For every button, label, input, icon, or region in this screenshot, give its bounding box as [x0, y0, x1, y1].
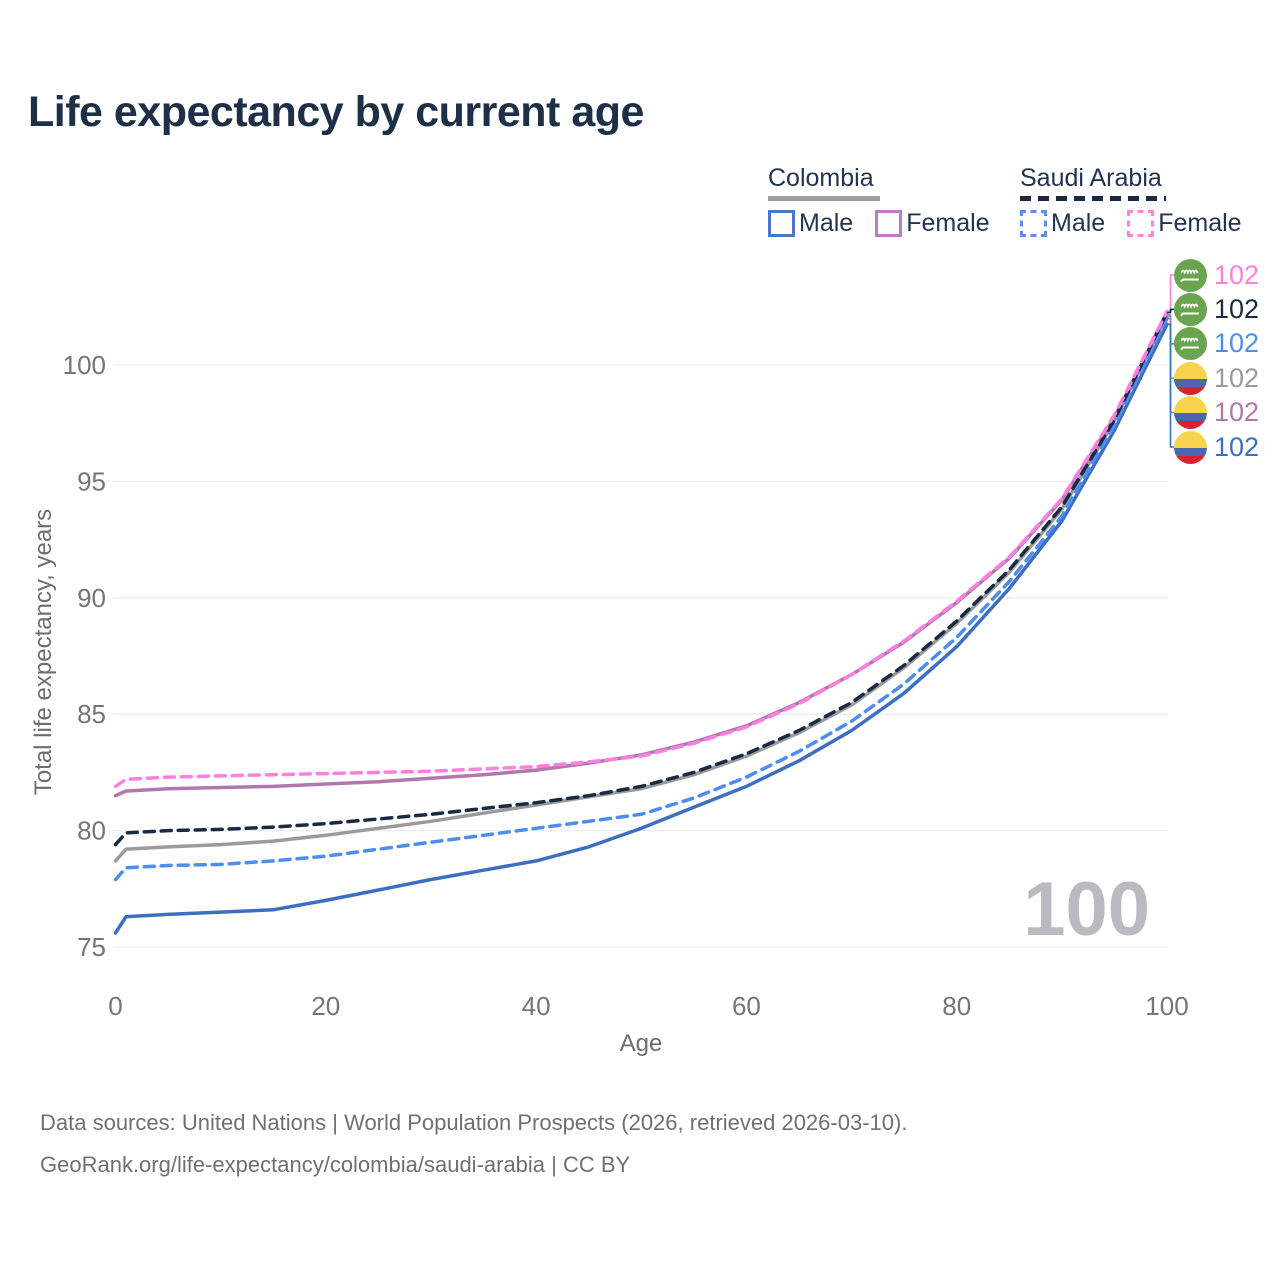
legend-group-colombia: Colombia Male Female	[768, 163, 990, 238]
end-label-colombia-female[interactable]: 102	[1174, 396, 1260, 430]
end-label-value: 102	[1214, 431, 1260, 462]
legend-item-label: Male	[799, 209, 854, 237]
end-label-saudi-female[interactable]: 102	[1174, 258, 1260, 292]
end-label-value: 102	[1214, 328, 1260, 359]
series-line-saudi-female[interactable]	[113, 309, 1169, 789]
end-label-value: 102	[1214, 397, 1260, 428]
end-label-colombia-male[interactable]: 102	[1174, 430, 1260, 464]
colombia-female-swatch-icon	[875, 210, 903, 237]
x-tick-label: 100	[1145, 991, 1188, 1021]
legend-item-colombia-male[interactable]: Male	[768, 209, 853, 238]
legend-underline-saudi-arabia	[1020, 196, 1166, 201]
y-tick-label: 75	[77, 932, 106, 962]
legend-item-saudi-male[interactable]: Male	[1020, 209, 1105, 238]
y-axis-title: Total life expectancy, years	[30, 508, 57, 796]
x-tick-label: 40	[522, 991, 551, 1021]
end-label-colombia-both[interactable]: 102	[1174, 361, 1260, 395]
end-label-value: 102	[1214, 259, 1260, 290]
end-label-saudi-male[interactable]: 102	[1174, 327, 1260, 361]
attribution-link[interactable]: GeoRank.org/life-expectancy/colombia/sau…	[40, 1152, 631, 1177]
legend-item-label: Male	[1051, 209, 1106, 237]
age-counter-watermark: 100	[1023, 867, 1150, 952]
legend: Colombia Male Female Saudi Arabia Male	[0, 163, 1280, 238]
x-tick-label: 20	[311, 991, 340, 1021]
x-tick-label: 60	[732, 991, 761, 1021]
legend-item-label: Female	[1158, 209, 1242, 237]
legend-item-saudi-female[interactable]: Female	[1127, 209, 1242, 238]
end-label-connector	[1167, 274, 1174, 313]
saudi-arabia-flag-icon	[1174, 258, 1207, 292]
saudi-male-swatch-icon	[1020, 210, 1047, 237]
legend-country-colombia: Colombia	[768, 164, 874, 192]
y-tick-label: 90	[77, 583, 106, 613]
series-line-saudi-male[interactable]	[113, 316, 1169, 882]
x-tick-label: 80	[942, 991, 971, 1021]
series-line-colombia-male[interactable]	[113, 322, 1169, 935]
saudi-arabia-flag-icon	[1174, 292, 1207, 326]
end-label-saudi-both[interactable]: 102	[1174, 292, 1260, 326]
legend-underline-colombia	[768, 196, 880, 201]
series-line-colombia-all[interactable]	[113, 314, 1169, 863]
legend-country-saudi-arabia: Saudi Arabia	[1020, 164, 1162, 192]
colombia-flag-icon	[1174, 430, 1207, 464]
saudi-arabia-flag-icon	[1174, 327, 1207, 361]
x-tick-label: 0	[108, 991, 122, 1021]
x-axis-title: Age	[619, 1030, 663, 1057]
end-label-value: 102	[1214, 362, 1260, 393]
y-tick-label: 100	[63, 350, 106, 380]
series-line-saudi-all[interactable]	[113, 310, 1169, 847]
y-tick-label: 85	[77, 699, 106, 729]
colombia-flag-icon	[1174, 361, 1207, 395]
end-label-value: 102	[1214, 293, 1260, 324]
y-tick-label: 80	[77, 816, 106, 846]
saudi-female-swatch-icon	[1127, 210, 1155, 237]
end-label-connector	[1167, 308, 1174, 314]
y-tick-label: 95	[77, 466, 106, 496]
data-sources-note: Data sources: United Nations | World Pop…	[40, 1110, 908, 1135]
colombia-flag-icon	[1174, 396, 1207, 430]
colombia-male-swatch-icon	[768, 210, 795, 237]
legend-item-colombia-female[interactable]: Female	[875, 209, 990, 238]
page-title: Life expectancy by current age	[28, 88, 644, 136]
end-label-connector	[1167, 323, 1174, 448]
legend-item-label: Female	[906, 209, 990, 237]
legend-group-saudi-arabia: Saudi Arabia Male Female	[1020, 163, 1242, 238]
